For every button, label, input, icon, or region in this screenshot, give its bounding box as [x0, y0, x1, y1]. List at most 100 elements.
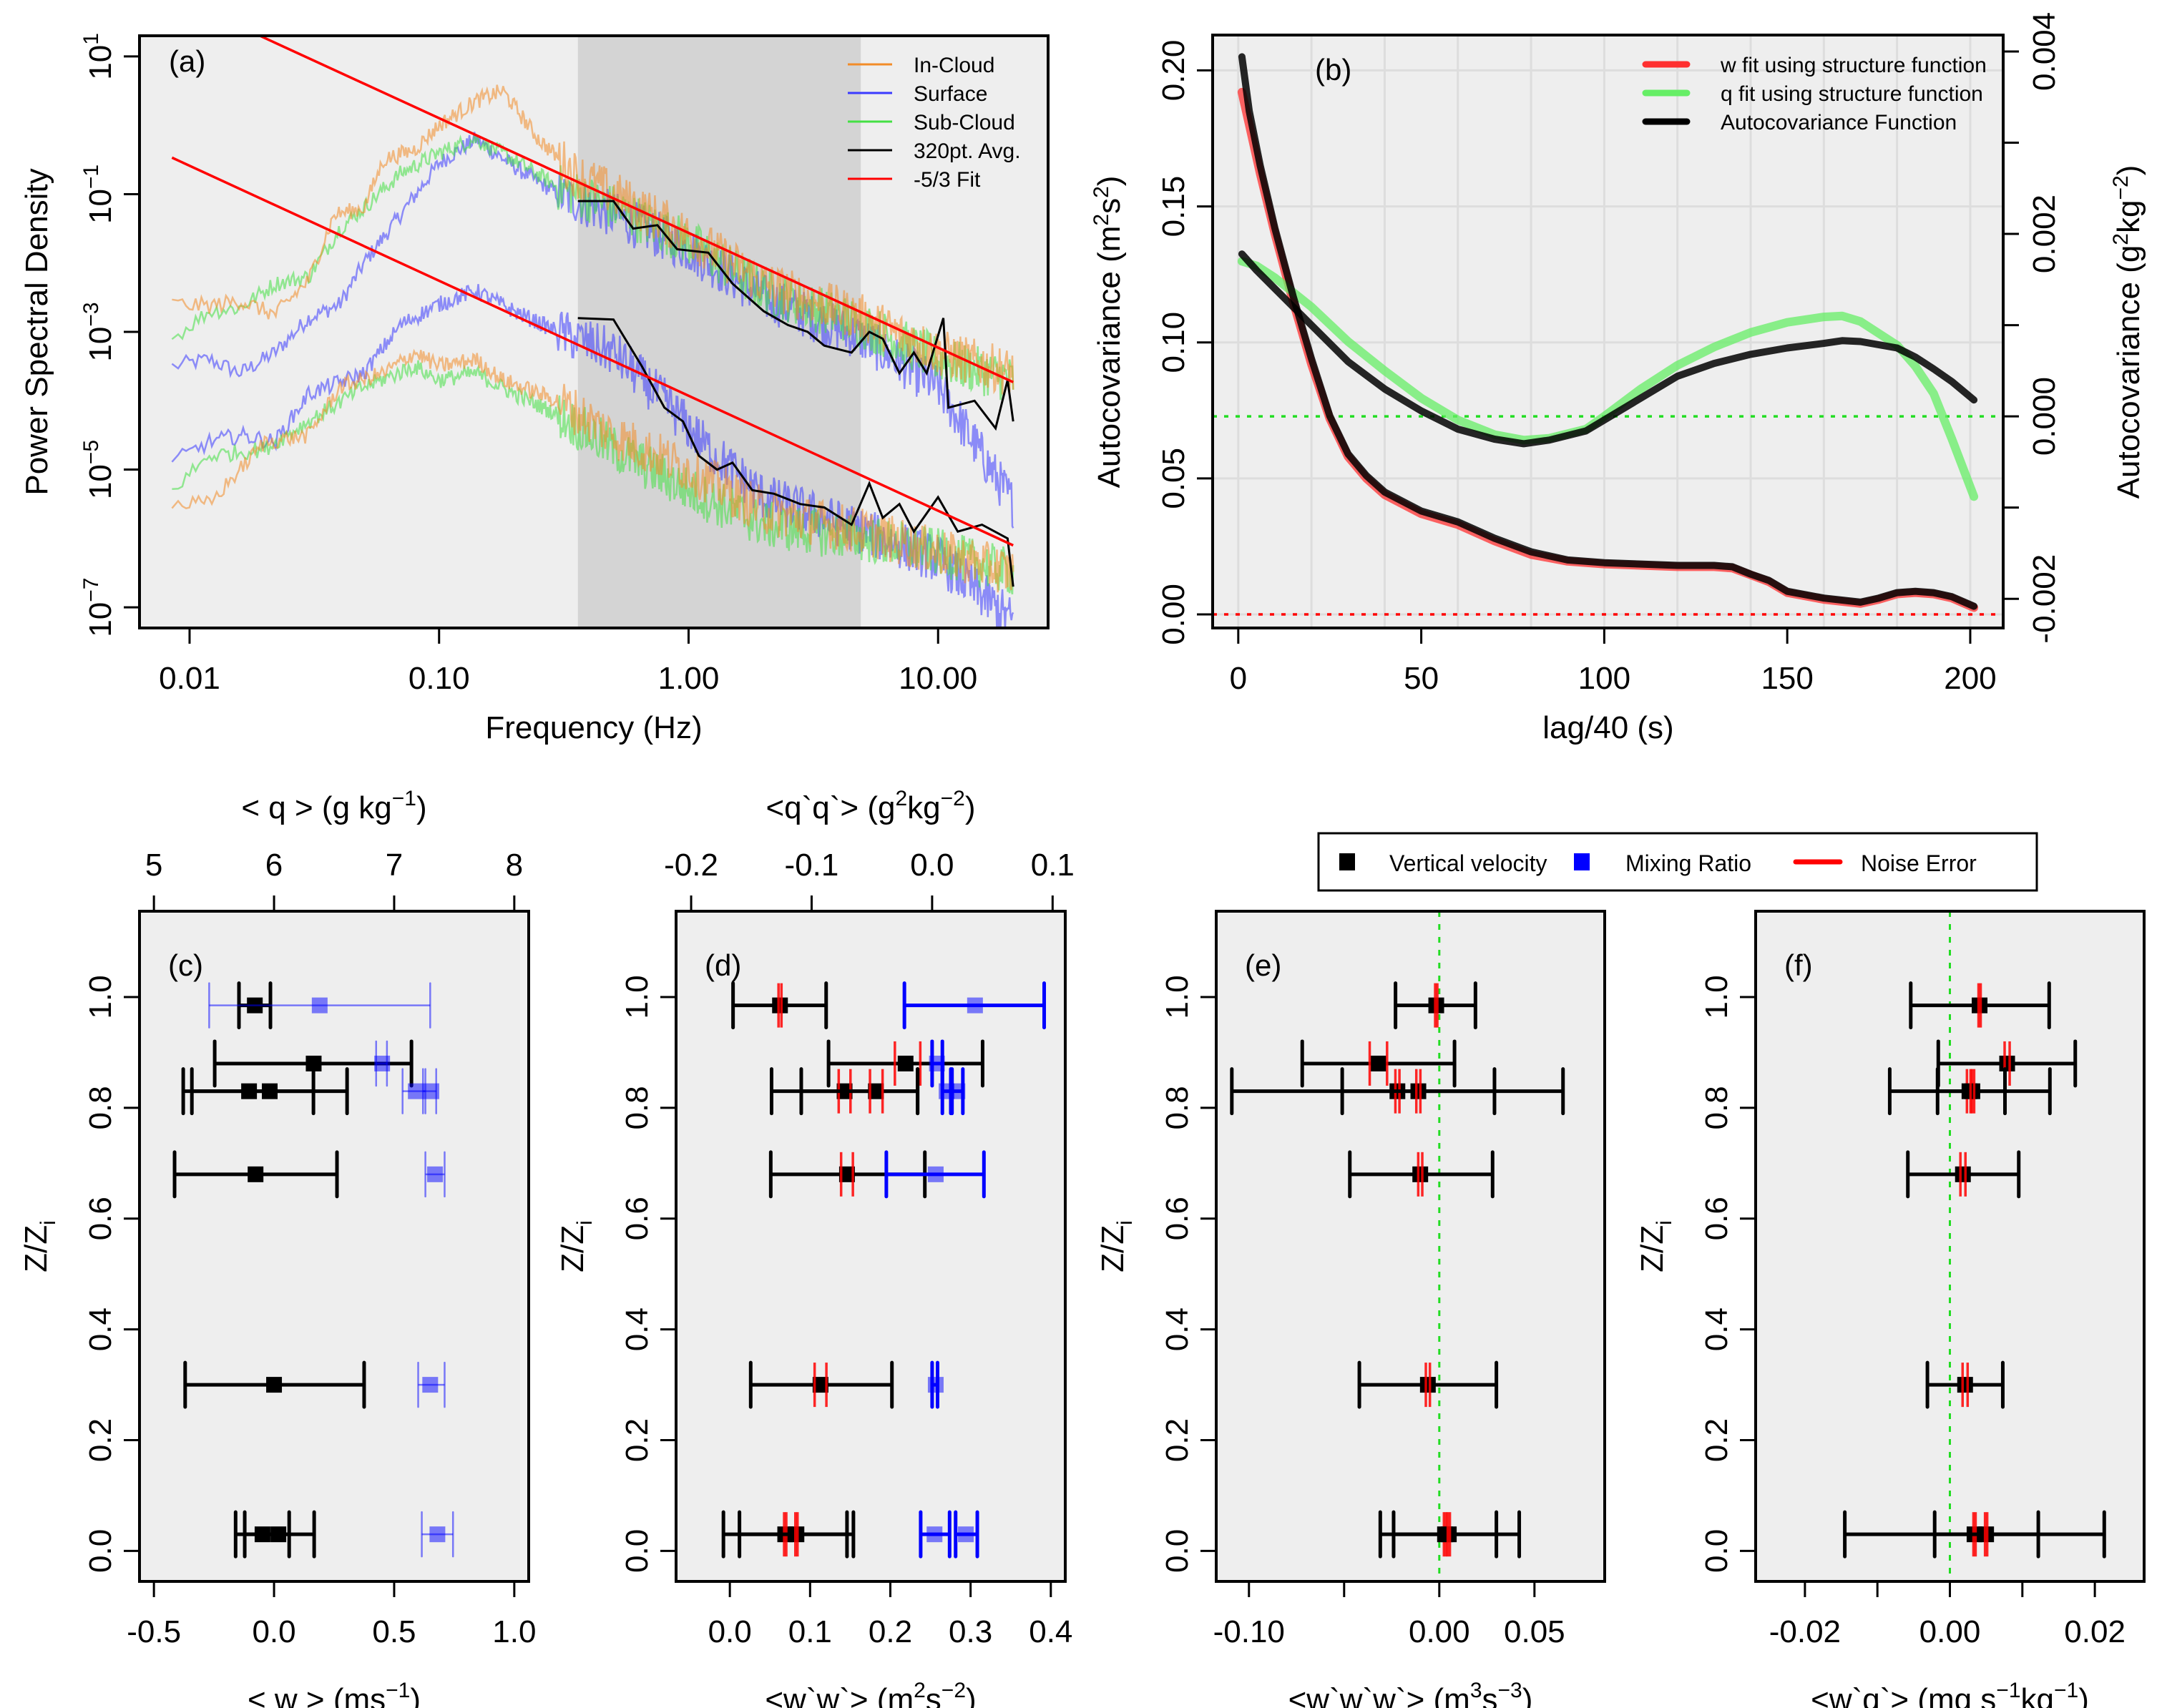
panel-d-label: (d) — [705, 948, 741, 982]
panel-c-frame — [140, 911, 529, 1581]
x-tick-label: 150 — [1761, 661, 1813, 696]
x-tick-label: 10.00 — [899, 661, 977, 696]
mixing-ratio-point — [417, 1361, 446, 1408]
vertical-velocity-point — [1340, 1067, 1497, 1116]
data-marker — [929, 1055, 945, 1071]
x-axis-title-sup1: 3 — [1470, 1679, 1482, 1702]
vertical-velocity-point — [748, 1360, 894, 1409]
y-tick-label: 0.6 — [1699, 1197, 1734, 1240]
y-tick-label: 0.4 — [1160, 1307, 1195, 1351]
y-tick-exponent: −3 — [79, 302, 103, 326]
y-tick-base: 10 — [83, 189, 118, 224]
x-tick-label: -0.02 — [1769, 1614, 1841, 1649]
x-tick-label: 1.00 — [658, 661, 720, 696]
y-left-tick-label: 0.10 — [1156, 312, 1191, 373]
panel-e-label: (e) — [1245, 948, 1281, 982]
x-top-axis-title-end: ) — [416, 790, 427, 825]
x-axis-title-end: ) — [410, 1682, 421, 1708]
vertical-velocity-point — [1391, 1510, 1522, 1559]
panel-b-label: (b) — [1315, 53, 1351, 87]
y-axis-title-sub: i — [1113, 1220, 1137, 1225]
y-tick-label: 0.4 — [620, 1307, 655, 1351]
vertical-velocity-point — [738, 1510, 856, 1559]
y-axis-title: Z/Zi — [1095, 1220, 1137, 1272]
panel-e-border — [1215, 910, 1606, 1583]
data-marker — [1410, 1083, 1427, 1099]
mixing-ratio-point — [421, 1511, 454, 1558]
x-top-axis-title-text: <q`q`> (g — [766, 790, 895, 825]
y-tick-label: 0.6 — [620, 1197, 655, 1240]
data-marker — [967, 997, 983, 1013]
x-axis-title: < w > (ms−1) — [248, 1679, 421, 1708]
x-axis-title-sup1: 2 — [914, 1679, 926, 1702]
mixing-ratio-point — [949, 1067, 966, 1116]
x-top-tick-label: -0.1 — [785, 848, 839, 883]
vertical-velocity-point — [826, 1039, 984, 1088]
panel-d-variance-profiles: 0.0 0.2 0.4 0.6 0.8 1.0 0.0 0.1 0.2 0.3 0.4 -0.2 -0.… — [555, 787, 1075, 1708]
x-axis-title-sup: −1 — [386, 1679, 410, 1702]
shared-legend-box — [1317, 832, 2038, 892]
data-marker — [262, 1083, 278, 1099]
panel-a-ylabel: Power Spectral Density — [19, 168, 54, 495]
panel-a-x-ticks: 0.01 0.10 1.00 10.00 — [159, 628, 977, 696]
y-left-tick-label: 0.15 — [1156, 176, 1191, 237]
x-axis-title-sup2: −2 — [941, 1679, 966, 1702]
y-tick-label: 0.0 — [620, 1529, 655, 1573]
vertical-velocity-point — [1348, 1150, 1495, 1199]
y-tick-base: 10 — [83, 602, 118, 637]
ylabel-right-end: ) — [2111, 165, 2146, 176]
y-tick-label: 1.0 — [620, 975, 655, 1019]
panel-c-label: (c) — [168, 948, 203, 982]
x-axis-title: <w`q`> (mg s−1kg−1) — [1811, 1679, 2089, 1708]
x-tick-label: 0.2 — [869, 1614, 912, 1649]
y-tick-label: 0.0 — [1699, 1529, 1734, 1573]
data-marker — [374, 1055, 391, 1071]
y-tick-label: 0.4 — [83, 1307, 118, 1351]
panel-f-label: (f) — [1784, 948, 1813, 982]
x-axis-title-mid: kg — [2021, 1682, 2054, 1708]
y-tick-label: 0.8 — [83, 1086, 118, 1129]
vertical-velocity-point — [731, 981, 828, 1030]
ylabel-left-sup1: 2 — [1090, 214, 1113, 226]
y-tick-label: 0.8 — [620, 1086, 655, 1129]
ylabel-left-text: Autocovariance (m — [1092, 226, 1127, 489]
legend-label: -5/3 Fit — [914, 168, 981, 192]
data-marker — [424, 1083, 439, 1099]
y-tick-label: 1.0 — [1160, 975, 1195, 1019]
panel-a-xlabel: Frequency (Hz) — [485, 710, 702, 745]
panel-b-autocovariance: 0 50 100 150 200 0.00 0.05 0.10 0.15 0.20 -0.002… — [1090, 12, 2146, 745]
panel-a-series — [171, 36, 1014, 628]
ylabel-left-mid: s — [1092, 198, 1127, 214]
y-tick-label: 0.2 — [83, 1418, 118, 1462]
y-tick-label: 0.6 — [1160, 1197, 1195, 1240]
y-right-tick-label: 0.002 — [2027, 195, 2062, 273]
legend-square-vertical-velocity — [1339, 853, 1355, 870]
legend-label: In-Cloud — [914, 54, 994, 77]
vertical-velocity-point — [1909, 981, 2051, 1030]
y-axis-title: Z/Zi — [555, 1220, 597, 1272]
y-axis-title-text: Z/Z — [1095, 1225, 1130, 1272]
x-axis-title: <w`w`> (m2s−2) — [765, 1679, 976, 1708]
y-axis-title: Z/Zi — [19, 1220, 60, 1272]
mixing-ratio-point — [902, 981, 1047, 1030]
panel-b-legend: w fit using structure function q fit usin… — [1642, 54, 1987, 134]
panel-b-y-left-ticks: 0.00 0.05 0.10 0.15 0.20 — [1156, 40, 1213, 645]
ylabel-right-sup1: 2 — [2109, 233, 2133, 245]
data-marker — [427, 1166, 444, 1182]
data-marker — [1419, 1377, 1436, 1393]
vertical-velocity-point — [1935, 1067, 2007, 1116]
x-top-axis-title: <q`q`> (g2kg−2) — [766, 787, 975, 825]
data-marker — [868, 1083, 884, 1099]
x-tick-label: -0.10 — [1213, 1614, 1285, 1649]
x-tick-label: 0.0 — [252, 1614, 295, 1649]
ylabel-left-end: ) — [1092, 176, 1127, 187]
x-axis-title: <w`w`w`> (m3s−3) — [1288, 1679, 1533, 1708]
data-marker — [1370, 1055, 1386, 1071]
y-tick-label: 1.0 — [83, 975, 118, 1019]
x-tick-label: 0.00 — [1409, 1614, 1470, 1649]
x-top-tick-label: -0.2 — [664, 848, 718, 883]
legend-label: Autocovariance Function — [1721, 111, 1957, 134]
y-tick-label: 0.4 — [1699, 1307, 1734, 1351]
x-axis-title-sup2: −3 — [1498, 1679, 1522, 1702]
